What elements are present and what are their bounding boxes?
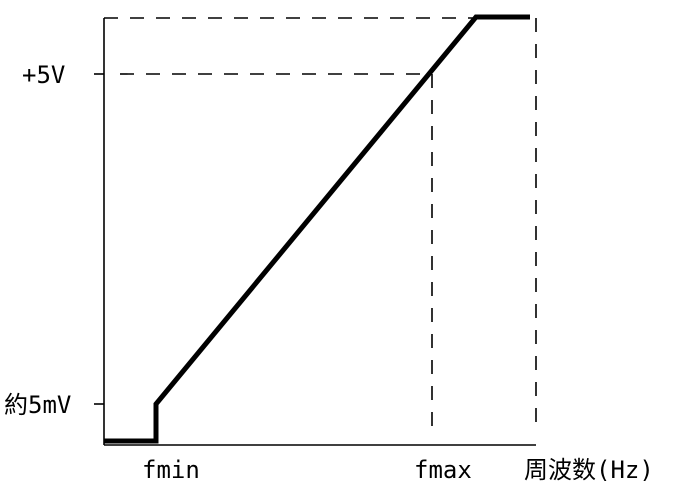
y-label-5mv: 約5mV (4, 391, 71, 419)
y-label-5v: +5V (22, 61, 65, 89)
x-axis-unit-label: 周波数(Hz) (524, 456, 654, 484)
output-voltage-curve (104, 14, 530, 444)
x-label-fmin: fmin (142, 456, 200, 484)
x-label-fmax: fmax (414, 456, 472, 484)
